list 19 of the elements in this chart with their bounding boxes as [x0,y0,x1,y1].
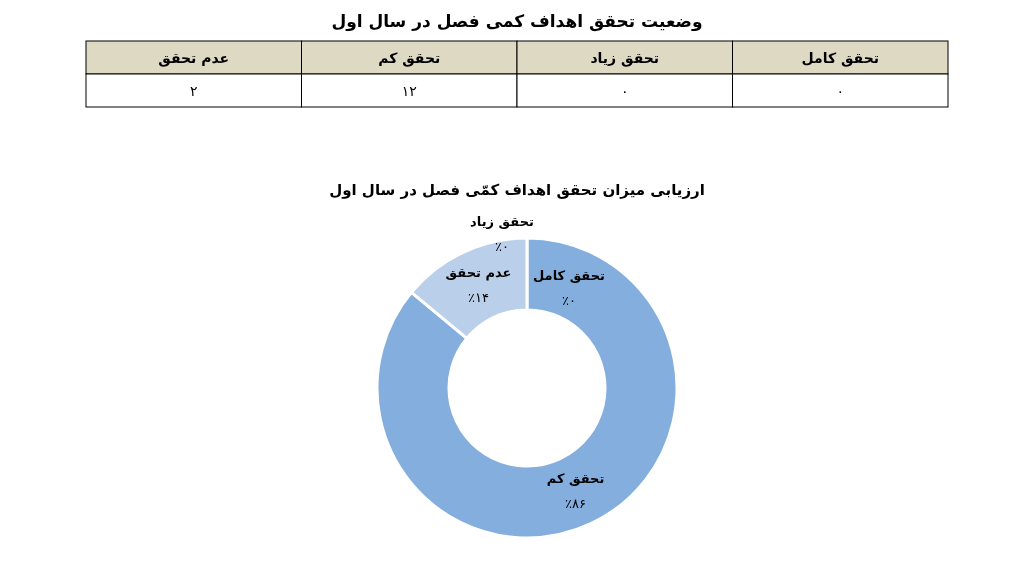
donut-slice [375,236,679,540]
data-label: ۰ [620,83,629,99]
data-label: ٪۸۶ [565,496,587,512]
text: ٪۰ [495,239,509,254]
text: ٪۰ [562,293,576,308]
data-label: ۲ [189,83,198,99]
category-label: تحقق کم [378,50,441,67]
data-label: ۰ [836,83,845,99]
slice-label: تحقق کم [546,471,605,487]
category-label: تحقق کامل [533,268,605,283]
category-label: تحقق زیاد [590,50,660,67]
slice-label: عدم تحقق [445,264,512,281]
category-label: تحقق زیاد [470,214,534,229]
text: وضعیت تحقق اهداف کمی فصل در سال اول [331,11,703,32]
chart-title: ارزیابی میزان تحقق اهداف کمّی فصل در سال اول [329,181,705,199]
data-label: ۱۲ [401,83,417,99]
data-label: ٪۱۴ [467,289,489,305]
category-label: عدم تحقق [158,50,230,67]
category-label: تحقق کامل [801,50,879,67]
